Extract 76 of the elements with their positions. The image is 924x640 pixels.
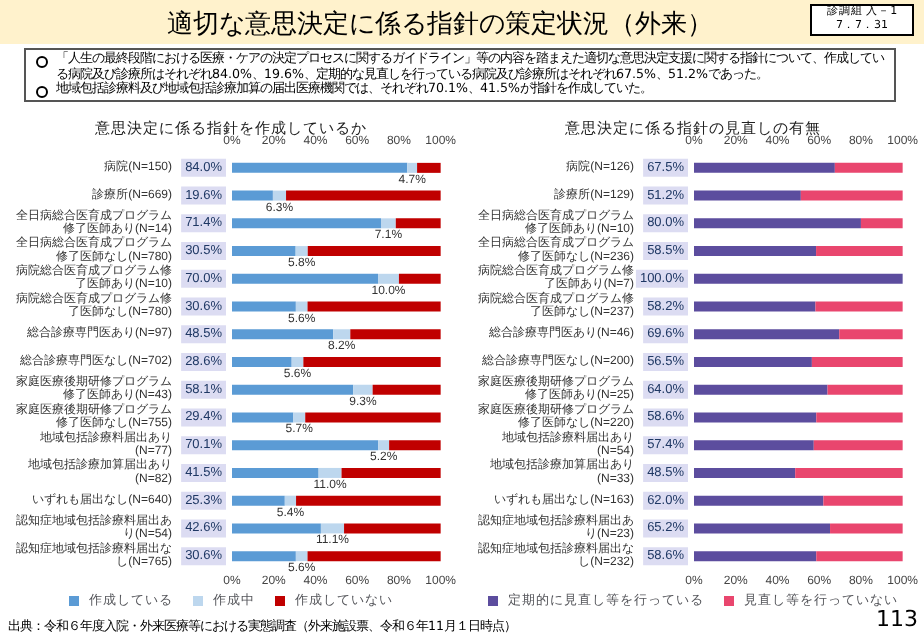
bar xyxy=(303,357,441,367)
bar xyxy=(694,190,801,201)
bar xyxy=(232,273,379,284)
bar xyxy=(232,551,296,562)
bar xyxy=(295,246,308,257)
bar xyxy=(407,162,418,173)
text: 113 xyxy=(876,606,918,632)
bar xyxy=(353,384,373,395)
bar xyxy=(795,467,903,478)
bar xyxy=(827,384,903,395)
bar xyxy=(372,384,441,395)
bar xyxy=(307,301,441,312)
bar xyxy=(380,218,396,229)
bar xyxy=(694,495,824,506)
bar xyxy=(232,357,292,367)
bar xyxy=(389,440,441,451)
bar xyxy=(395,218,441,229)
bar xyxy=(341,467,441,478)
bar xyxy=(232,218,381,229)
bar xyxy=(694,467,796,478)
bar xyxy=(272,190,287,201)
bar xyxy=(232,329,334,340)
bar xyxy=(232,495,285,506)
bar xyxy=(694,246,817,257)
bar xyxy=(296,495,441,506)
bar xyxy=(307,551,441,562)
bar xyxy=(293,412,306,423)
bar xyxy=(232,412,294,423)
bar xyxy=(232,301,296,312)
bar xyxy=(816,412,903,423)
bar xyxy=(378,273,399,284)
bar xyxy=(694,162,835,173)
bar xyxy=(694,551,817,562)
bar xyxy=(694,357,812,367)
bar xyxy=(816,551,903,562)
bar xyxy=(815,301,903,312)
bar xyxy=(286,190,441,201)
bar xyxy=(291,357,304,367)
bar xyxy=(800,190,903,201)
bar xyxy=(811,357,903,367)
bar xyxy=(694,440,814,451)
bar xyxy=(816,246,903,257)
bar xyxy=(333,329,351,340)
bar xyxy=(830,523,903,534)
bar xyxy=(350,329,441,340)
bar xyxy=(823,495,903,506)
bar xyxy=(295,301,308,312)
bar xyxy=(694,329,840,340)
bar xyxy=(694,523,831,534)
bar xyxy=(834,162,903,173)
bar xyxy=(860,218,903,229)
bar xyxy=(232,440,379,451)
bar xyxy=(839,329,903,340)
bar xyxy=(318,467,342,478)
bar xyxy=(232,190,273,201)
bar xyxy=(694,218,861,229)
bar xyxy=(694,384,828,395)
bar xyxy=(813,440,903,451)
bar xyxy=(284,495,297,506)
bar xyxy=(232,523,321,534)
bar xyxy=(232,162,408,173)
bar xyxy=(320,523,345,534)
bar xyxy=(694,301,816,312)
bar xyxy=(232,467,319,478)
bar xyxy=(305,412,441,423)
bar xyxy=(307,246,441,257)
bar xyxy=(417,162,441,173)
bar xyxy=(232,384,354,395)
bar xyxy=(694,412,817,423)
bar xyxy=(295,551,308,562)
bar xyxy=(694,273,903,284)
bar xyxy=(398,273,441,284)
bar xyxy=(344,523,441,534)
text: 適切な意思決定に係る指針の策定状況（外来） xyxy=(165,8,715,42)
bar xyxy=(232,246,296,257)
bar xyxy=(378,440,390,451)
